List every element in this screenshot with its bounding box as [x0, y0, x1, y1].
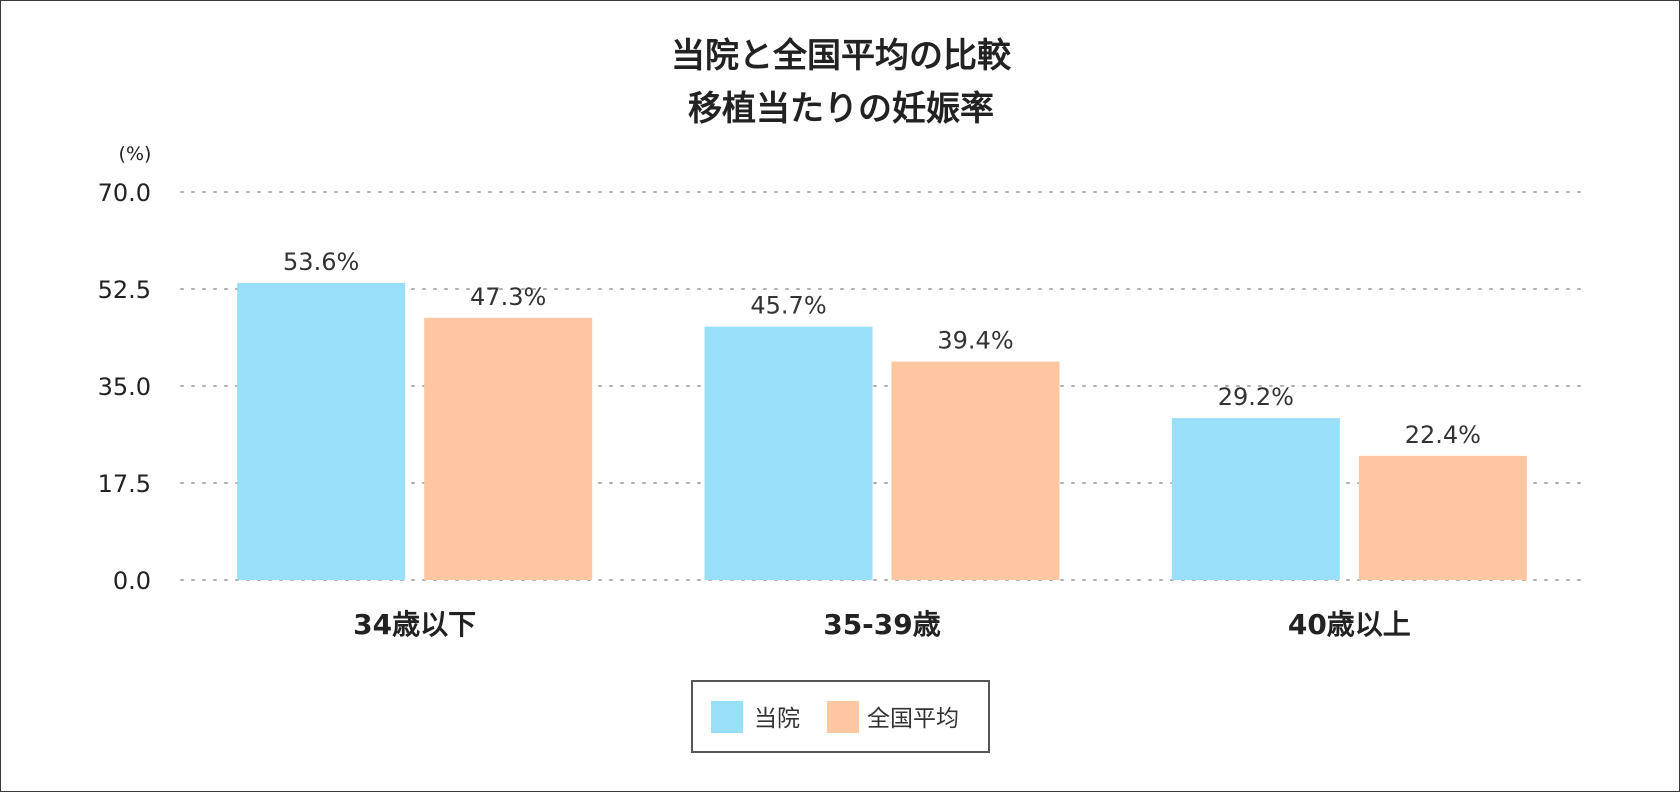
x-axis-categories: 34歳以下 35-39歳 40歳以上	[353, 608, 1411, 641]
x-category-label: 34歳以下	[353, 608, 476, 641]
y-axis-ticks: 70.0 52.5 35.0 17.5 0.0	[98, 179, 151, 595]
bar-series-1-category-2	[704, 326, 873, 580]
x-category-label: 40歳以上	[1288, 608, 1411, 641]
y-tick-label: 17.5	[98, 470, 151, 498]
chart-title-line-1: 当院と全国平均の比較	[671, 36, 1012, 76]
chart-title: 当院と全国平均の比較 移植当たりの妊娠率	[671, 36, 1012, 129]
data-label: 53.6%	[283, 248, 359, 276]
data-label: 39.4%	[937, 327, 1013, 355]
y-axis-unit-label: (%)	[119, 143, 152, 165]
bar-series-1-category-3	[1171, 418, 1340, 580]
legend-swatch-series-2	[827, 701, 859, 733]
bars	[237, 282, 1527, 580]
bar-series-2-category-3	[1358, 455, 1527, 580]
chart-title-line-2: 移植当たりの妊娠率	[688, 89, 994, 129]
y-tick-label: 35.0	[98, 373, 151, 401]
bar-series-1-category-1	[237, 282, 406, 580]
data-labels: 53.6% 47.3% 45.7% 39.4% 29.2% 22.4%	[283, 248, 1481, 449]
y-tick-label: 0.0	[113, 567, 151, 595]
bar-series-2-category-2	[891, 361, 1060, 580]
x-category-label: 35-39歳	[823, 608, 941, 641]
bar-series-2-category-1	[424, 317, 593, 580]
legend-label-series-2: 全国平均	[867, 706, 959, 732]
y-tick-label: 70.0	[98, 179, 151, 207]
data-label: 22.4%	[1405, 421, 1481, 449]
data-label: 29.2%	[1218, 383, 1294, 411]
legend-swatch-series-1	[711, 701, 743, 733]
legend: 当院 全国平均	[691, 680, 990, 753]
legend-label-series-1: 当院	[754, 706, 800, 732]
y-tick-label: 52.5	[98, 276, 151, 304]
data-label: 45.7%	[750, 292, 826, 320]
grid-lines	[180, 191, 1584, 581]
data-label: 47.3%	[470, 283, 546, 311]
